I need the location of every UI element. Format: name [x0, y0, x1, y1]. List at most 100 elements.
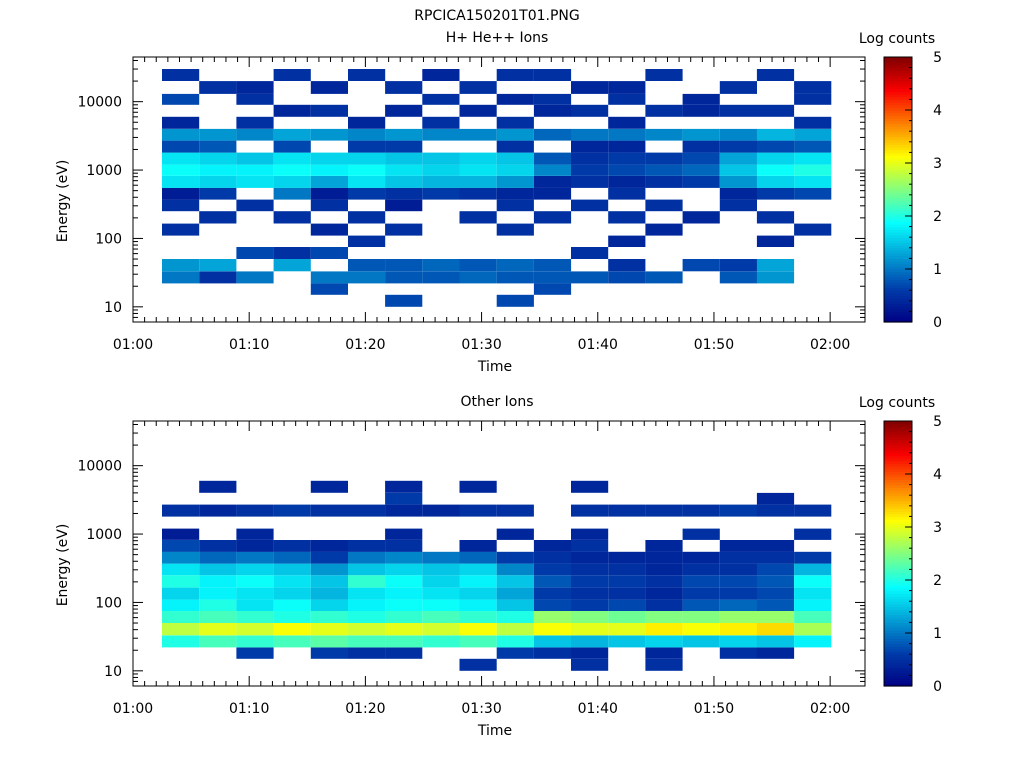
colorbar-segment [884, 62, 912, 66]
colorbar-segment [884, 572, 912, 576]
colorbar-segment [884, 587, 912, 592]
heatmap-cell [719, 504, 757, 517]
heatmap-cell [719, 81, 757, 94]
colorbar-segment [884, 120, 912, 124]
heatmap-cell [310, 575, 348, 588]
colorbar-segment [884, 239, 912, 244]
colorbar-segment [884, 614, 912, 618]
heatmap-cell [645, 152, 683, 165]
heatmap-cell [533, 128, 572, 141]
colorbar-frame [883, 56, 913, 323]
colorbar-segment [884, 458, 912, 462]
colorbar-segment [884, 136, 912, 140]
colorbar-segment [884, 237, 912, 241]
heatmap-cell [719, 540, 757, 552]
heatmap-cell [794, 575, 832, 588]
heatmap-cell [273, 104, 311, 117]
colorbar-segment [884, 186, 912, 191]
heatmap-cell [794, 528, 832, 540]
heatmap-cell [273, 623, 311, 636]
y-tick-label: 10 [104, 300, 122, 316]
heatmap-cell [385, 271, 423, 284]
colorbar-segment [884, 292, 912, 297]
heatmap-cell [310, 551, 348, 564]
heatmap-cell [719, 176, 757, 188]
heatmap-cell [682, 104, 720, 117]
heatmap-cell [571, 480, 609, 493]
heatmap-cell [199, 504, 237, 517]
heatmap-cell [682, 528, 720, 540]
heatmap-cell [533, 575, 572, 588]
heatmap-cell [162, 504, 200, 517]
heatmap-cell [756, 551, 795, 564]
colorbar-tick-label: 4 [933, 467, 942, 483]
plot-frame [132, 420, 866, 687]
colorbar-segment [884, 141, 912, 146]
heatmap-cell [162, 599, 200, 611]
heatmap-cell [236, 587, 274, 600]
heatmap-cell [422, 611, 460, 623]
heatmap-cell [682, 623, 720, 636]
heatmap-cell [422, 152, 460, 165]
heatmap-cell [756, 587, 795, 600]
colorbar-segment [884, 481, 912, 486]
heatmap-cell [719, 635, 757, 648]
colorbar-segment [884, 444, 912, 449]
heatmap-cell [385, 599, 423, 611]
heatmap-cell [682, 551, 720, 564]
heatmap-cell [794, 587, 832, 600]
colorbar-segment [884, 466, 912, 470]
heatmap-cell [348, 587, 386, 600]
heatmap-cell [608, 611, 646, 623]
colorbar-segment [884, 112, 912, 116]
heatmap-cell [533, 647, 572, 659]
heatmap-cell [756, 187, 795, 200]
heatmap-cell [794, 551, 832, 564]
heatmap-cell [571, 164, 609, 176]
colorbar-segment [884, 479, 912, 483]
heatmap-cell [645, 128, 683, 141]
heatmap-cell [719, 104, 757, 117]
heatmap-cell [571, 528, 609, 540]
colorbar-segment [884, 577, 912, 581]
heatmap-cell [236, 540, 274, 552]
heatmap-cell [348, 140, 386, 153]
colorbar-segment [884, 630, 912, 634]
heatmap-cell [385, 551, 423, 564]
axes: 01:00 01:10 01:20 01:30 01:40 01:50 02:00 10 100… [77, 56, 866, 353]
heatmap-cell [348, 259, 386, 272]
heatmap-cell [273, 599, 311, 611]
heatmap-cell [199, 128, 237, 141]
colorbar-segment [884, 319, 912, 323]
figure-title: RPCICA150201T01.PNG [414, 8, 579, 24]
heatmap-cell [645, 223, 683, 236]
heatmap-cell [756, 271, 795, 284]
heatmap-cell [348, 504, 386, 517]
heatmap-cells [162, 480, 832, 671]
colorbar-segment [884, 487, 912, 491]
heatmap-cell [496, 635, 534, 648]
heatmap-cell [496, 528, 534, 540]
colorbar-segment [884, 476, 912, 480]
colorbar-segment [884, 619, 912, 623]
colorbar-segment [884, 226, 912, 230]
colorbar-tick-label: 2 [933, 573, 942, 589]
heatmap-cell [385, 563, 423, 576]
colorbar-tick-label: 5 [933, 414, 942, 430]
heatmap-cell [385, 611, 423, 623]
panel-other-ions: Other Ions 01:00 01:10 01:20 01:30 01:40 01:5… [55, 394, 942, 739]
colorbar-segment [884, 423, 912, 427]
colorbar-segment [884, 147, 912, 151]
colorbar-segment [884, 205, 912, 209]
colorbar-tick-label: 5 [933, 50, 942, 66]
heatmap-cell [756, 69, 795, 81]
heatmap-cell [199, 480, 237, 493]
heatmap-cell [756, 211, 795, 224]
colorbar-segment [884, 189, 912, 193]
heatmap-cell [459, 599, 497, 611]
heatmap-cell [236, 599, 274, 611]
heatmap-cell [348, 152, 386, 165]
heatmap-cell [162, 623, 200, 636]
heatmap-cell [608, 93, 646, 105]
heatmap-cell [645, 575, 683, 588]
